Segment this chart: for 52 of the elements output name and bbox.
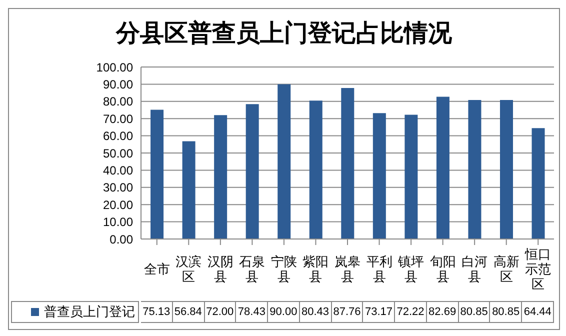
data-label: 82.69: [426, 301, 459, 323]
data-label: 80.43: [300, 301, 332, 323]
bar: [309, 100, 322, 239]
x-tick-label: 岚皋县: [334, 254, 360, 284]
data-label: 72.22: [395, 301, 427, 323]
data-label: 56.84: [172, 301, 205, 323]
data-label: 90.00: [268, 301, 300, 323]
y-tick-label: 0.00: [110, 232, 134, 246]
data-label: 87.76: [332, 301, 364, 323]
data-label: 73.17: [363, 301, 396, 323]
bar: [278, 84, 291, 239]
x-tick-label: 白河县: [462, 254, 488, 284]
bar: [532, 128, 545, 239]
bar: [182, 141, 196, 239]
data-label: 78.43: [236, 301, 268, 323]
x-tick-label: 高新区: [493, 254, 520, 284]
bar: [246, 104, 259, 239]
y-tick-label: 100.00: [96, 60, 134, 74]
x-tick-label: 镇坪县: [397, 254, 424, 284]
y-tick-label: 30.00: [102, 180, 134, 195]
y-tick-label: 40.00: [102, 163, 134, 178]
x-tick-label: 旬阳县: [430, 254, 456, 284]
x-tick-label: 汉滨区: [176, 254, 202, 284]
data-label: 75.13: [141, 301, 173, 323]
data-label: 80.85: [458, 301, 490, 323]
x-tick-label: 宁陕县: [270, 254, 297, 284]
y-tick-label: 80.00: [102, 94, 134, 109]
x-tick-label: 恒口示范区: [524, 246, 552, 292]
y-tick-label: 20.00: [102, 198, 134, 212]
bar: [404, 114, 418, 239]
bar: [500, 100, 513, 239]
bar: [150, 110, 164, 239]
x-tick-label: 紫阳县: [302, 254, 329, 284]
bar: [468, 100, 482, 239]
legend-label: 普查员上门登记: [11, 301, 139, 323]
data-label: 72.00: [204, 301, 236, 323]
x-tick-label: 全市: [144, 262, 170, 276]
bar: [372, 113, 386, 239]
y-tick-label: 70.00: [102, 112, 134, 126]
x-tick-label: 汉阴县: [207, 254, 234, 284]
data-label: 64.44: [522, 301, 554, 323]
x-tick-label: 平利县: [366, 254, 392, 284]
data-label: 80.85: [490, 301, 522, 323]
bar: [214, 115, 228, 239]
y-tick-label: 60.00: [102, 129, 134, 144]
x-tick-label: 石泉县: [239, 254, 266, 284]
bar: [341, 88, 354, 239]
chart-title: 分县区普查员上门登记占比情况: [114, 17, 453, 49]
y-tick-label: 50.00: [102, 146, 134, 160]
y-tick-label: 10.00: [102, 215, 134, 230]
y-tick-label: 90.00: [102, 77, 134, 92]
bar: [436, 96, 450, 239]
